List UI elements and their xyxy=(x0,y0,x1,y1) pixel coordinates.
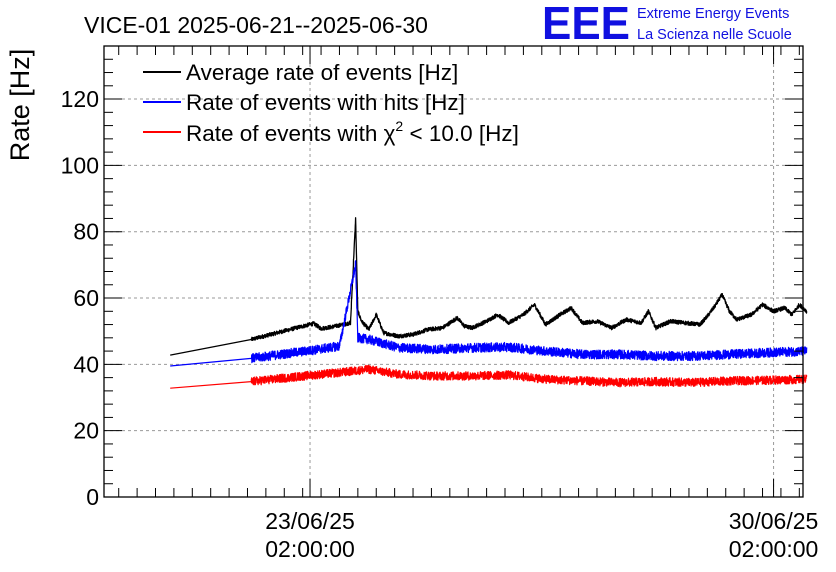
y-tick-label: 80 xyxy=(73,219,99,245)
series-layer xyxy=(170,217,808,389)
eee-logo-mark: EEE xyxy=(542,0,630,49)
axis-ticks xyxy=(104,45,803,498)
grid-lines xyxy=(104,46,803,497)
legend-chi2-symbol: χ xyxy=(384,121,396,146)
legend-label-chi2: Rate of events with χ2 < 10.0 [Hz] xyxy=(186,118,519,146)
legend-label-average: Average rate of events [Hz] xyxy=(186,60,458,85)
logo-line-2: La Scienza nelle Scuole xyxy=(637,27,792,43)
tick-labels: 02040608010012023/06/2502:00:0030/06/250… xyxy=(61,86,819,562)
y-tick-label: 20 xyxy=(73,418,99,444)
y-tick-label: 40 xyxy=(73,351,99,377)
legend-chi2-prefix: Rate of events with xyxy=(186,121,384,146)
y-tick-label: 0 xyxy=(86,484,99,510)
x-tick-label-date: 30/06/25 xyxy=(729,508,819,534)
y-axis-label: Rate [Hz] xyxy=(5,49,35,162)
logo-line-1: Extreme Energy Events xyxy=(637,6,789,22)
series-line-1 xyxy=(170,260,808,367)
x-tick-label-time: 02:00:00 xyxy=(729,536,819,562)
legend: Average rate of events [Hz] Rate of even… xyxy=(143,60,519,146)
y-tick-label: 100 xyxy=(61,152,99,178)
eee-logo: EEE Extreme Energy Events La Scienza nel… xyxy=(542,0,792,49)
legend-chi2-sup: 2 xyxy=(395,118,403,134)
x-tick-label-date: 23/06/25 xyxy=(265,508,355,534)
series-line-2 xyxy=(170,364,808,389)
legend-label-hits: Rate of events with hits [Hz] xyxy=(186,90,465,115)
series-line-0 xyxy=(170,217,808,356)
chart-title: VICE-01 2025-06-21--2025-06-30 xyxy=(84,12,428,38)
x-tick-label-time: 02:00:00 xyxy=(265,536,355,562)
y-tick-label: 120 xyxy=(61,86,99,112)
y-tick-label: 60 xyxy=(73,285,99,311)
legend-chi2-suffix: < 10.0 [Hz] xyxy=(403,121,519,146)
